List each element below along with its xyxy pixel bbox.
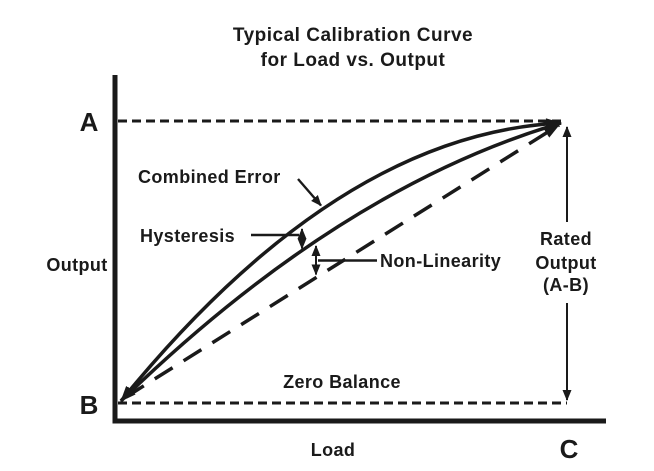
- rated-output-label-line1: Rated: [540, 229, 592, 249]
- point-a-label: A: [80, 107, 99, 137]
- point-c-label: C: [560, 434, 579, 464]
- rated-output-label-line2: Output: [535, 253, 596, 273]
- figure-title-line2: for Load vs. Output: [261, 50, 446, 71]
- hysteresis-label: Hysteresis: [140, 226, 235, 246]
- combined-error-label: Combined Error: [138, 167, 281, 187]
- lower-calibration-curve: [119, 121, 562, 403]
- load-axis-label: Load: [311, 440, 356, 460]
- combined-error-arrow: [297, 178, 322, 207]
- rated-output-label-line3: (A-B): [543, 275, 589, 295]
- non-linearity-label: Non-Linearity: [380, 251, 501, 271]
- output-axis-label: Output: [46, 255, 107, 275]
- point-b-label: B: [80, 390, 99, 420]
- figure-title-line1: Typical Calibration Curve: [233, 25, 473, 46]
- zero-balance-label: Zero Balance: [283, 372, 401, 392]
